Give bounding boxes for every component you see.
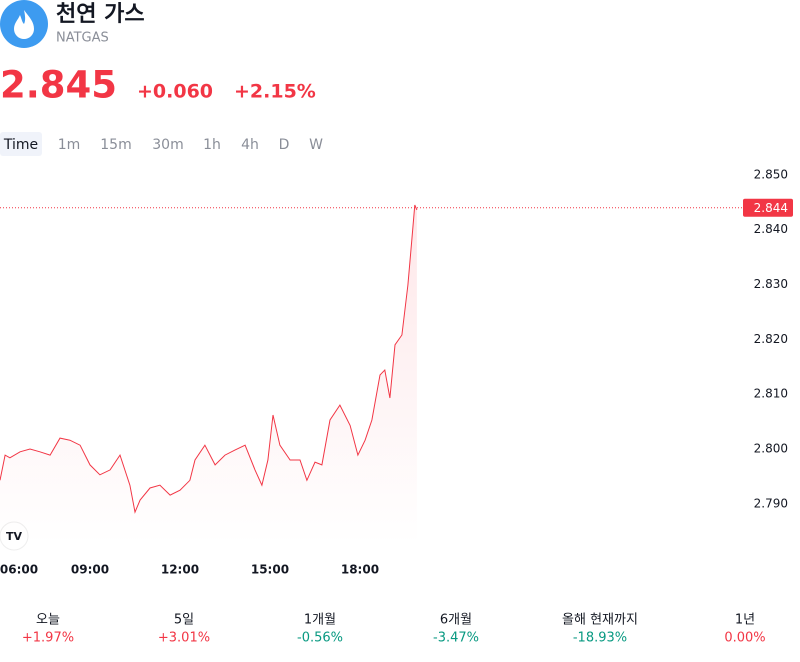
period-label[interactable]: 오늘 <box>36 613 60 628</box>
interval-tab[interactable]: D <box>279 137 290 153</box>
symbol-icon <box>0 0 48 48</box>
change: +0.060 <box>137 81 213 103</box>
interval-tab[interactable]: 1h <box>203 137 221 153</box>
last-price-tag <box>743 198 793 217</box>
interval-tab[interactable]: 30m <box>152 137 183 153</box>
y-tick-label: 2.850 <box>754 167 788 181</box>
y-tick-label: 2.800 <box>754 442 788 456</box>
y-tick-label: 2.840 <box>754 222 788 236</box>
interval-tab[interactable]: 1m <box>58 137 81 153</box>
price-line <box>0 204 418 514</box>
period-value: 0.00% <box>724 631 765 646</box>
y-tick-label: 2.790 <box>754 496 788 510</box>
interval-selected-bg <box>0 132 42 156</box>
y-tick-label: 2.820 <box>754 332 788 346</box>
period-value: +3.01% <box>158 631 210 646</box>
y-tick-label: 2.810 <box>754 387 788 401</box>
period-value: -0.56% <box>297 631 343 646</box>
interval-tab[interactable]: Time <box>3 137 38 153</box>
period-value: -3.47% <box>433 631 479 646</box>
period-value: -18.93% <box>573 631 627 646</box>
x-tick-label: 15:00 <box>251 563 289 577</box>
y-tick-label: 2.830 <box>754 277 788 291</box>
x-tick-label: 09:00 <box>71 563 109 577</box>
interval-tab[interactable]: 15m <box>100 137 131 153</box>
last-price-label: 2.844 <box>754 201 788 215</box>
change-percent: +2.15% <box>234 81 316 103</box>
x-tick-label: 06:00 <box>0 563 38 577</box>
interval-tab[interactable]: W <box>309 137 323 153</box>
period-value: +1.97% <box>22 631 74 646</box>
price: 2.845 <box>0 64 117 107</box>
area <box>0 205 417 545</box>
period-label[interactable]: 1개월 <box>304 613 336 628</box>
x-tick-label: 18:00 <box>341 563 379 577</box>
title: 천연 가스 <box>56 2 145 27</box>
x-tick-label: 12:00 <box>161 563 199 577</box>
interval-tab[interactable]: 4h <box>241 137 259 153</box>
period-label[interactable]: 6개월 <box>440 613 472 628</box>
period-label[interactable]: 1년 <box>735 613 755 628</box>
symbol: NATGAS <box>56 31 109 46</box>
period-label[interactable]: 5일 <box>174 613 194 628</box>
period-label[interactable]: 올해 현재까지 <box>562 613 638 628</box>
